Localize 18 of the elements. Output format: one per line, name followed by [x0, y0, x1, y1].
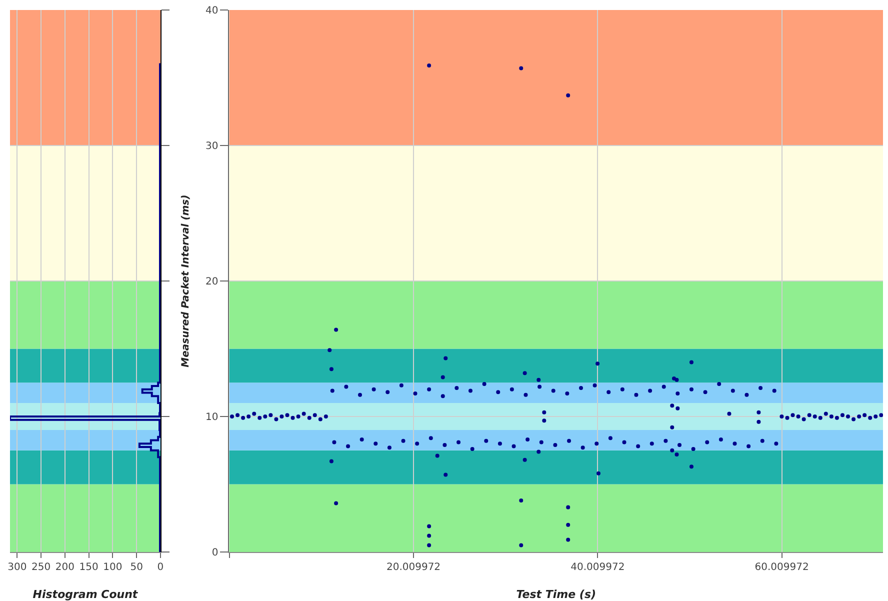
x-tick-label: 40.009972 [570, 562, 625, 573]
x-tick-label: 0 [157, 562, 164, 573]
x-tick-label: 100 [103, 562, 122, 573]
y-tick-label: 20 [206, 276, 218, 288]
x-tick-label: 50 [130, 562, 143, 573]
x-tick-label: 20.009972 [386, 562, 441, 573]
x-tick-label: 250 [32, 562, 51, 573]
x-tick-label: 200 [55, 562, 74, 573]
y-tick-label: 10 [206, 412, 218, 423]
y-tick-label: 40 [206, 6, 218, 16]
y-tick-label: 30 [206, 141, 218, 152]
y-axis-title: Measured Packet Interval (ms) [180, 194, 192, 368]
x-axis-title: Test Time (s) [516, 588, 596, 601]
x-tick-label: 60.009972 [754, 562, 809, 573]
x-tick-label: 300 [8, 562, 27, 573]
y-tick-label: 0 [212, 548, 218, 558]
x-tick-label: 150 [79, 562, 98, 573]
x-axis-title: Histogram Count [32, 588, 138, 601]
